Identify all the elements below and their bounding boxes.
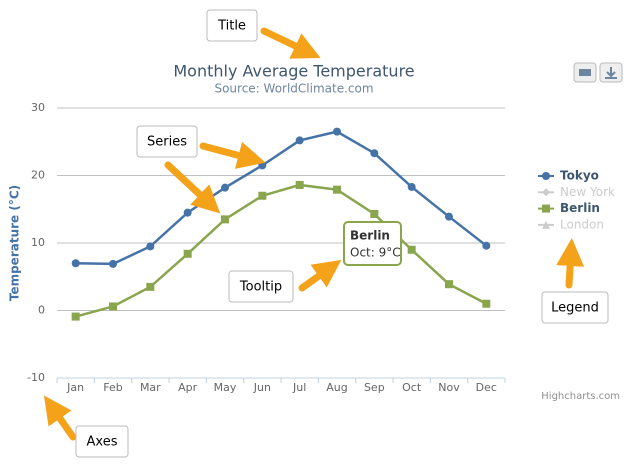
data-point <box>445 212 453 221</box>
series-line <box>75 130 488 266</box>
data-point <box>221 183 229 192</box>
print-icon <box>579 69 591 76</box>
annotation-label: Title <box>217 19 246 34</box>
arrow <box>298 259 342 292</box>
annotation: Legend <box>541 291 609 324</box>
annotation-label: Axes <box>87 435 118 450</box>
annotation: Title <box>206 9 258 42</box>
data-point <box>258 161 267 170</box>
annotation-label: Series <box>147 135 187 150</box>
x-tick-label: Jul <box>292 381 306 394</box>
x-tick-label: Mar <box>140 381 161 394</box>
data-point <box>370 149 379 158</box>
data-point <box>445 280 453 289</box>
annotation: Axes <box>75 425 129 458</box>
data-point <box>370 209 379 218</box>
data-point <box>295 180 304 189</box>
x-tick-label: Oct <box>402 381 422 394</box>
legend-item[interactable]: London <box>560 217 604 231</box>
legend-marker <box>542 220 550 229</box>
data-point <box>333 185 341 194</box>
credit: Highcharts.com <box>541 391 620 402</box>
data-point <box>71 259 80 268</box>
y-tick-label: 20 <box>31 169 45 182</box>
annotation: Tooltip <box>228 270 294 303</box>
data-point <box>146 242 155 251</box>
tooltip: Berlin Oct: 9°C <box>343 221 402 266</box>
chart-subtitle: Source: WorldClimate.com <box>214 82 373 96</box>
data-point <box>407 245 416 254</box>
arrow <box>199 141 266 169</box>
x-tick-label: Apr <box>178 381 198 394</box>
x-tick-label: May <box>214 381 237 394</box>
annotation-label: Legend <box>551 301 599 316</box>
chart-title: Monthly Average Temperature <box>173 62 414 81</box>
data-point <box>183 249 192 258</box>
data-point <box>183 208 192 217</box>
data-point <box>109 259 117 268</box>
arrow <box>164 161 221 214</box>
y-tick-label: 0 <box>38 304 45 317</box>
x-tick-label: Aug <box>326 381 347 394</box>
arrow <box>43 395 77 441</box>
data-point <box>71 312 80 321</box>
y-tick-label: 10 <box>31 236 45 249</box>
annotation: Series <box>136 125 198 158</box>
legend-marker <box>542 204 550 213</box>
x-tick-label: Jun <box>253 381 271 394</box>
x-tick-label: Feb <box>103 381 122 394</box>
x-tick-label: Jan <box>66 381 84 394</box>
series-line <box>75 183 487 318</box>
y-axis-label: Temperature (°C) <box>8 185 22 301</box>
plot-area: -10 0 10 20 30 Jan Feb Mar Apr May Jun Jul Aug Sep Oct… <box>27 101 506 394</box>
data-point <box>109 302 117 311</box>
x-tick-label: Nov <box>438 381 460 394</box>
arrow <box>556 238 585 289</box>
x-tick-label: Sep <box>364 381 385 394</box>
data-point <box>146 282 155 291</box>
export-icon <box>605 67 617 79</box>
data-point <box>482 241 491 250</box>
legend-marker <box>542 188 550 197</box>
export-buttons[interactable] <box>573 62 623 83</box>
data-point <box>295 136 304 145</box>
legend: Tokyo New York Berlin London <box>538 169 615 231</box>
y-tick-label: 30 <box>31 101 45 114</box>
annotation-label: Tooltip <box>239 280 282 295</box>
legend-marker <box>542 172 550 180</box>
tooltip-text: Oct: 9°C <box>350 246 401 260</box>
data-point <box>258 191 267 200</box>
data-point <box>221 215 229 224</box>
data-point <box>482 299 491 308</box>
y-tick-label: -10 <box>27 371 45 384</box>
legend-item[interactable]: New York <box>560 185 615 199</box>
annotation-arrows <box>43 27 585 441</box>
arrow <box>260 27 321 59</box>
tooltip-box <box>343 221 402 266</box>
data-point <box>407 182 416 191</box>
data-point <box>333 127 341 136</box>
x-tick-label: Dec <box>476 381 497 394</box>
tooltip-series: Berlin <box>350 229 390 243</box>
legend-item[interactable]: Tokyo <box>560 169 599 183</box>
legend-item[interactable]: Berlin <box>560 201 600 215</box>
